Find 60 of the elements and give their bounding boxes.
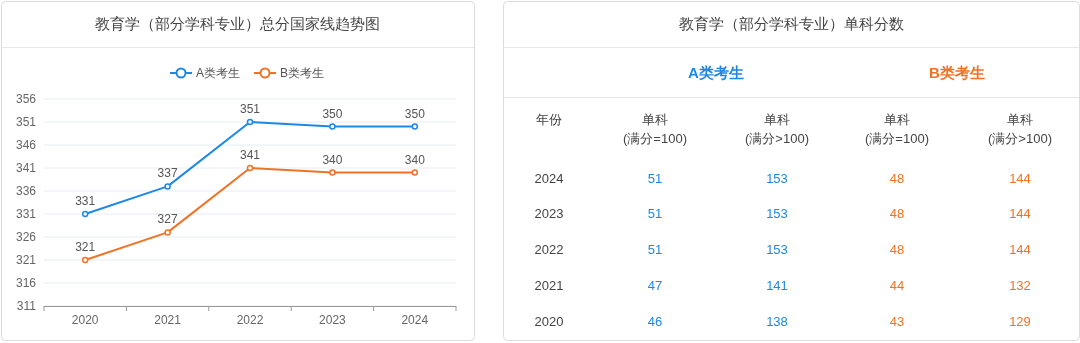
legend-label: A类考生 [196, 66, 241, 80]
data-label: 48 [889, 242, 905, 257]
y-tick-label: 2022 [534, 242, 564, 257]
data-label: 51 [647, 242, 663, 257]
data-label: 132 [1009, 278, 1031, 293]
data-label: 350 [322, 106, 343, 121]
data-label: 331 [75, 194, 96, 208]
data-label: 141 [766, 278, 788, 293]
x-tick-label: 2023 [319, 313, 347, 327]
x-tick-label: 2021 [154, 313, 182, 327]
data-label: 138 [766, 314, 788, 329]
data-label: 153 [766, 206, 788, 221]
y-tick-label: 331 [15, 207, 37, 221]
data-label: 51 [647, 206, 663, 221]
data-label: 321 [75, 240, 96, 254]
data-label: 48 [889, 206, 905, 221]
y-tick-label: 321 [15, 253, 37, 267]
data-label: 340 [322, 152, 343, 167]
y-axis-title: 年份 [536, 112, 562, 127]
y-tick-label: 2021 [534, 278, 564, 293]
y-tick-label: 356 [15, 92, 37, 106]
x-tick-label: 单科(满分=100) [623, 112, 687, 146]
y-tick-label: 311 [16, 299, 37, 313]
data-label: 51 [647, 171, 663, 186]
data-label: 144 [1009, 206, 1031, 221]
x-tick-label: 2020 [71, 313, 99, 327]
data-label: 341 [239, 148, 261, 162]
data-label: 44 [889, 278, 905, 293]
data-label: 351 [239, 102, 261, 116]
data-label: 144 [1009, 242, 1031, 257]
y-tick-label: 346 [15, 138, 37, 152]
data-label: 337 [157, 166, 178, 181]
data-label: 48 [889, 171, 905, 186]
chart-title: 教育学（部分学科专业）总分国家线趋势图 [95, 16, 380, 32]
data-label: 46 [647, 314, 663, 329]
y-tick-label: 341 [15, 161, 37, 175]
text: B类考生 [929, 64, 985, 81]
data-label: 153 [766, 171, 788, 186]
data-label: 43 [889, 314, 905, 329]
data-label: 129 [1009, 314, 1031, 329]
x-tick-label: 2024 [401, 313, 429, 327]
x-tick-label: 2022 [236, 313, 264, 327]
y-tick-label: 336 [15, 184, 37, 198]
data-label: 153 [766, 242, 788, 257]
x-tick-label: 单科(满分=100) [865, 112, 929, 146]
y-tick-label: 326 [15, 230, 37, 244]
data-label: 340 [404, 152, 426, 167]
data-label: 350 [404, 106, 426, 121]
y-tick-label: 316 [15, 276, 37, 290]
y-tick-label: 2024 [534, 171, 564, 186]
y-tick-label: 2023 [534, 206, 564, 221]
x-tick-label: 单科(满分>100) [988, 112, 1052, 146]
y-tick-label: 351 [15, 115, 37, 129]
data-label: 47 [647, 278, 663, 293]
data-label: 144 [1009, 171, 1031, 186]
data-label: 327 [157, 212, 178, 227]
chart-title: 教育学（部分学科专业）单科分数 [678, 16, 904, 32]
x-tick-label: 单科(满分>100) [745, 112, 809, 146]
legend-label: B类考生 [280, 66, 325, 80]
text: A类考生 [688, 64, 744, 81]
